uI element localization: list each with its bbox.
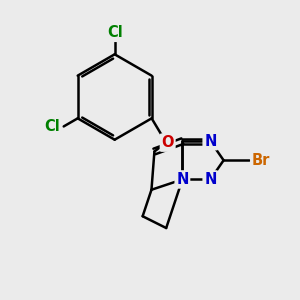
Text: Br: Br xyxy=(252,153,270,168)
Text: N: N xyxy=(204,134,217,149)
Text: N: N xyxy=(204,172,217,187)
Text: N: N xyxy=(176,172,189,187)
Text: O: O xyxy=(161,135,174,150)
Text: Cl: Cl xyxy=(107,25,122,40)
Text: Cl: Cl xyxy=(45,119,60,134)
